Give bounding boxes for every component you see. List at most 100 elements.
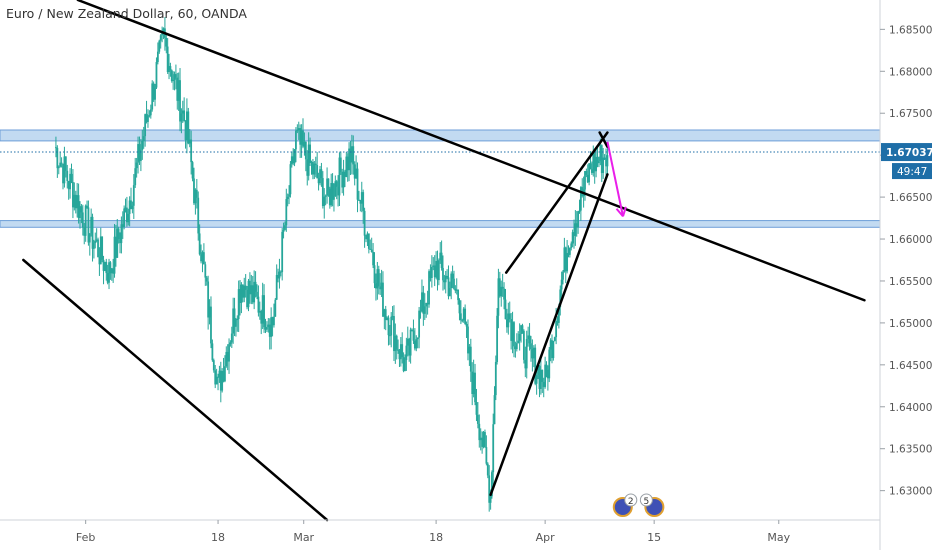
candle-body [144,114,147,137]
candle-body [494,361,497,396]
trendline-0[interactable] [22,258,329,522]
candle-body [131,205,134,210]
candle-body [310,161,313,163]
y-tick-label: 1.63000 [889,486,932,498]
candle-body [481,437,484,447]
event-count-badge[interactable] [624,493,638,507]
candle-body [379,286,382,290]
candle-body [395,335,398,350]
trendline-3[interactable] [504,131,609,274]
candle-body [228,344,230,362]
candle-body [194,189,197,204]
candle-body [148,115,151,117]
candle-body [99,236,102,265]
candle-body [356,168,359,200]
candle-body [348,148,350,171]
candle-body [295,130,297,150]
candle-body [418,310,421,338]
candle-body [219,370,222,391]
candle-body [268,324,271,337]
forecast-arrow-shaft[interactable] [606,141,624,217]
candle-body [307,144,310,176]
candle-body [208,306,211,318]
candle-body [491,472,493,497]
candle-body [64,156,67,171]
candle-body [404,360,406,372]
candle-body [525,338,528,369]
candle-body [320,169,323,179]
candle-body [57,166,60,169]
candle-body [344,171,346,177]
candle-body [496,315,499,362]
candle-body [570,243,573,249]
candle-body [474,372,476,403]
candle-body [210,306,212,344]
candle-body [439,252,442,261]
candle-body [128,200,131,214]
candle-body [457,289,459,301]
candle-body [549,340,552,350]
candle-body [454,288,457,291]
candle-body [345,156,348,177]
candle-body [179,80,181,122]
candle-body [465,323,468,327]
candle-body [370,249,373,252]
x-tick-label: 15 [647,531,661,544]
candle-body [518,334,521,341]
trendline-4[interactable] [598,131,609,149]
candle-body [436,260,439,281]
candle-body [532,347,535,359]
y-tick-label: 1.67500 [889,108,932,120]
candle-body [247,280,250,308]
event-count-badge[interactable] [639,493,653,507]
candle-body [256,291,258,297]
y-tick-label: 1.65500 [889,276,932,288]
candle-body [275,275,278,300]
candle-body [149,109,152,116]
candle-body [527,335,530,339]
candle-body [468,346,471,354]
candle-body [60,162,63,164]
candle-body [224,366,226,382]
candle-body [81,212,84,228]
candle-body [444,275,447,283]
y-tick-label: 1.68000 [889,66,932,78]
candle-body [352,146,355,165]
candle-body [87,207,90,243]
candle-body [402,357,405,372]
candle-body [165,37,168,47]
trendline-2[interactable] [489,173,609,497]
candle-body [168,66,170,72]
candle-body [254,281,257,292]
candle-body [300,130,303,145]
candle-body [399,344,402,360]
candle-body [328,188,331,206]
candle-body [408,338,411,356]
candle-body [69,173,71,190]
current-price-label: 1.67037 [886,147,932,159]
candle-body [93,243,95,249]
candle-body [130,200,132,210]
candle-body [278,271,281,279]
candle-body [158,40,161,52]
candle-body [376,269,379,289]
candle-body [442,267,444,281]
candle-body [484,432,486,448]
candle-body [290,156,293,165]
candle-body [218,370,221,378]
candle-body [258,311,261,313]
candle-body [362,192,365,211]
candle-body [346,156,349,171]
trendline-1[interactable] [76,0,866,302]
candle-body [241,284,244,298]
candle-body [467,326,469,354]
candle-body [183,110,186,122]
candle-body [534,347,537,384]
candle-body [462,308,465,321]
horizontal-zone-1[interactable] [0,220,881,228]
candle-body [398,350,401,360]
candle-body [546,369,549,379]
candle-body [284,225,286,230]
candle-body [152,83,155,100]
